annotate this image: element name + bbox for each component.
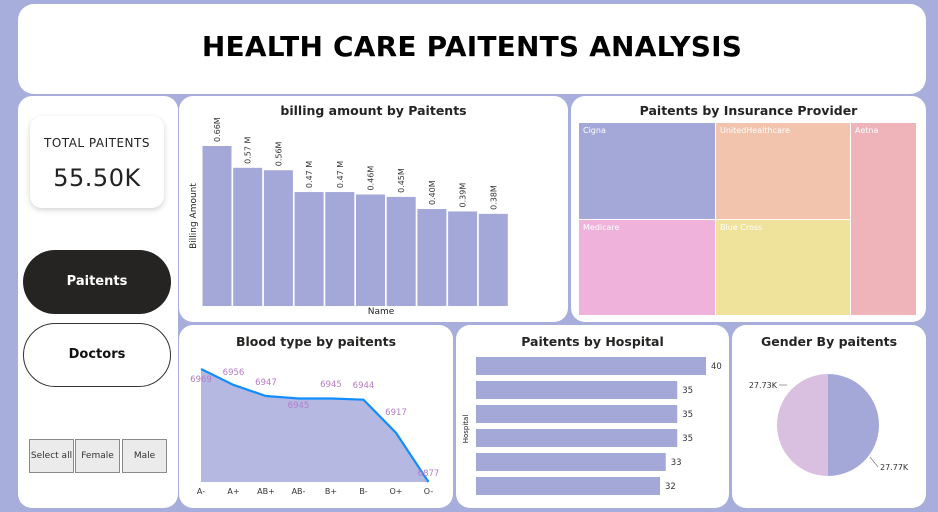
billing-data-label: 0.39M (459, 183, 468, 208)
billing-data-label: 0.38M (489, 185, 498, 210)
blood-data-label: 6945 (320, 380, 342, 390)
paitents-button[interactable]: Paitents (23, 250, 171, 314)
treemap-label: UnitedHealthcare (720, 126, 790, 135)
kpi-label: TOTAL PAITENTS (44, 136, 150, 150)
slicer-male[interactable]: Male (122, 439, 167, 473)
blood-x-tick-label: B- (359, 487, 367, 496)
hospital-bar (476, 381, 678, 399)
gender-pie-chart: 27.73K 27.77K (749, 374, 909, 476)
treemap-tile-medicare[interactable]: Medicare (578, 219, 716, 316)
gender-leader-line (869, 456, 879, 468)
treemap-label: Aetna (855, 126, 879, 135)
hospital-chart-panel: Paitents by Hospital 40 35 35 35 33 32 Hospita… (456, 325, 729, 508)
billing-data-label: 0.47 M (305, 161, 314, 188)
hospital-bar-chart: 40 35 35 35 33 32 Hospital (462, 357, 722, 495)
treemap-label: Medicare (583, 223, 620, 232)
hospital-bar (476, 405, 678, 423)
billing-bar (478, 213, 508, 306)
hospital-bar (476, 429, 678, 447)
blood-type-chart-title: Blood type by paitents (235, 334, 397, 349)
billing-data-label: 0.66M (213, 117, 222, 142)
hospital-data-label: 35 (682, 434, 693, 444)
blood-x-tick-label: AB+ (257, 487, 275, 496)
blood-data-label: 6944 (353, 381, 375, 391)
hospital-data-label: 32 (665, 482, 676, 492)
blood-data-label: 6877 (418, 469, 440, 479)
billing-bar (417, 209, 447, 306)
gender-data-label: 27.77K (880, 463, 909, 472)
blood-area-fill (201, 369, 429, 482)
blood-x-tick-label: AB- (292, 487, 306, 496)
hospital-data-label: 33 (671, 458, 682, 468)
blood-data-label: 6956 (223, 368, 245, 378)
treemap-tile-aetna[interactable]: Aetna (850, 122, 917, 316)
billing-bar (233, 167, 263, 306)
blood-data-label: 6947 (255, 378, 277, 388)
blood-x-tick-label: A+ (227, 487, 239, 496)
title-card: HEALTH CARE PAITENTS ANALYSIS (18, 4, 926, 94)
blood-series-line (200, 368, 430, 483)
billing-data-label: 0.45M (397, 168, 406, 193)
insurance-treemap-panel: Paitents by Insurance Provider Cigna Uni… (571, 96, 926, 322)
hospital-bar (476, 357, 706, 375)
sidebar-panel: TOTAL PAITENTS 55.50K Paitents Doctors S… (18, 96, 178, 508)
billing-data-label: 0.40M (428, 180, 437, 205)
hospital-data-label: 35 (682, 410, 693, 420)
insurance-treemap-title: Paitents by Insurance Provider (639, 103, 858, 118)
gender-pie-slice (827, 374, 880, 476)
billing-chart-panel: billing amount by Paitents 0.66M 0.57 M 0.… (179, 96, 568, 322)
billing-x-axis-label: Name (368, 307, 395, 317)
gender-chart-title: Gender By paitents (760, 334, 898, 349)
billing-bar (356, 194, 385, 306)
doctors-button[interactable]: Doctors (23, 323, 171, 387)
hospital-y-axis-label: Hospital (462, 415, 470, 444)
billing-bar (325, 192, 355, 306)
blood-x-tick-label: A- (197, 487, 205, 496)
blood-x-tick-label: O+ (390, 487, 403, 496)
treemap-label: Blue Cross (720, 223, 763, 232)
gender-chart-panel: Gender By paitents 27.73K 27.77K (732, 325, 926, 508)
billing-bar (263, 170, 293, 306)
blood-x-tick-label: B+ (325, 487, 337, 496)
treemap-tile-unitedhealthcare[interactable]: UnitedHealthcare (715, 122, 851, 220)
blood-type-area-chart: 6969 6956 6947 6945 6945 6944 6917 6877 A- A+ AB+ A… (190, 368, 440, 496)
billing-bar (386, 196, 416, 306)
hospital-chart-title: Paitents by Hospital (521, 334, 664, 349)
kpi-card: TOTAL PAITENTS 55.50K (30, 116, 164, 208)
billing-bar (202, 146, 232, 306)
treemap-tile-blue-cross[interactable]: Blue Cross (715, 219, 851, 316)
hospital-bar (476, 477, 660, 495)
billing-data-label: 0.46M (367, 166, 376, 191)
billing-y-axis-label: Billing Amount (189, 183, 199, 249)
hospital-data-label: 35 (682, 386, 693, 396)
gender-data-label: 27.73K (749, 381, 778, 390)
billing-data-label: 0.56M (274, 141, 283, 166)
billing-chart-title: billing amount by Paitents (280, 103, 467, 118)
gender-pie-slice (777, 374, 828, 476)
billing-bar (448, 211, 478, 306)
blood-type-chart-panel: Blood type by paitents 6969 6956 6947 6945 6… (179, 325, 453, 508)
hospital-bar (476, 453, 666, 471)
billing-bar (294, 192, 324, 306)
billing-bar-chart: 0.66M 0.57 M 0.56M 0.47 M 0.47 M 0.46M 0.45M 0.… (189, 117, 508, 317)
blood-x-tick-label: O- (424, 487, 434, 496)
kpi-value: 55.50K (53, 164, 141, 192)
slicer-select-all[interactable]: Select all (29, 439, 74, 473)
page-title: HEALTH CARE PAITENTS ANALYSIS (201, 30, 743, 63)
billing-data-label: 0.47 M (336, 161, 345, 188)
treemap-tile-cigna[interactable]: Cigna (578, 122, 716, 220)
billing-data-label: 0.57 M (244, 136, 253, 163)
hospital-data-label: 40 (711, 362, 722, 372)
slicer-female[interactable]: Female (75, 439, 120, 473)
blood-data-label: 6945 (288, 401, 310, 411)
blood-data-label: 6969 (190, 375, 212, 385)
treemap-label: Cigna (583, 126, 606, 135)
blood-data-label: 6917 (385, 408, 407, 418)
